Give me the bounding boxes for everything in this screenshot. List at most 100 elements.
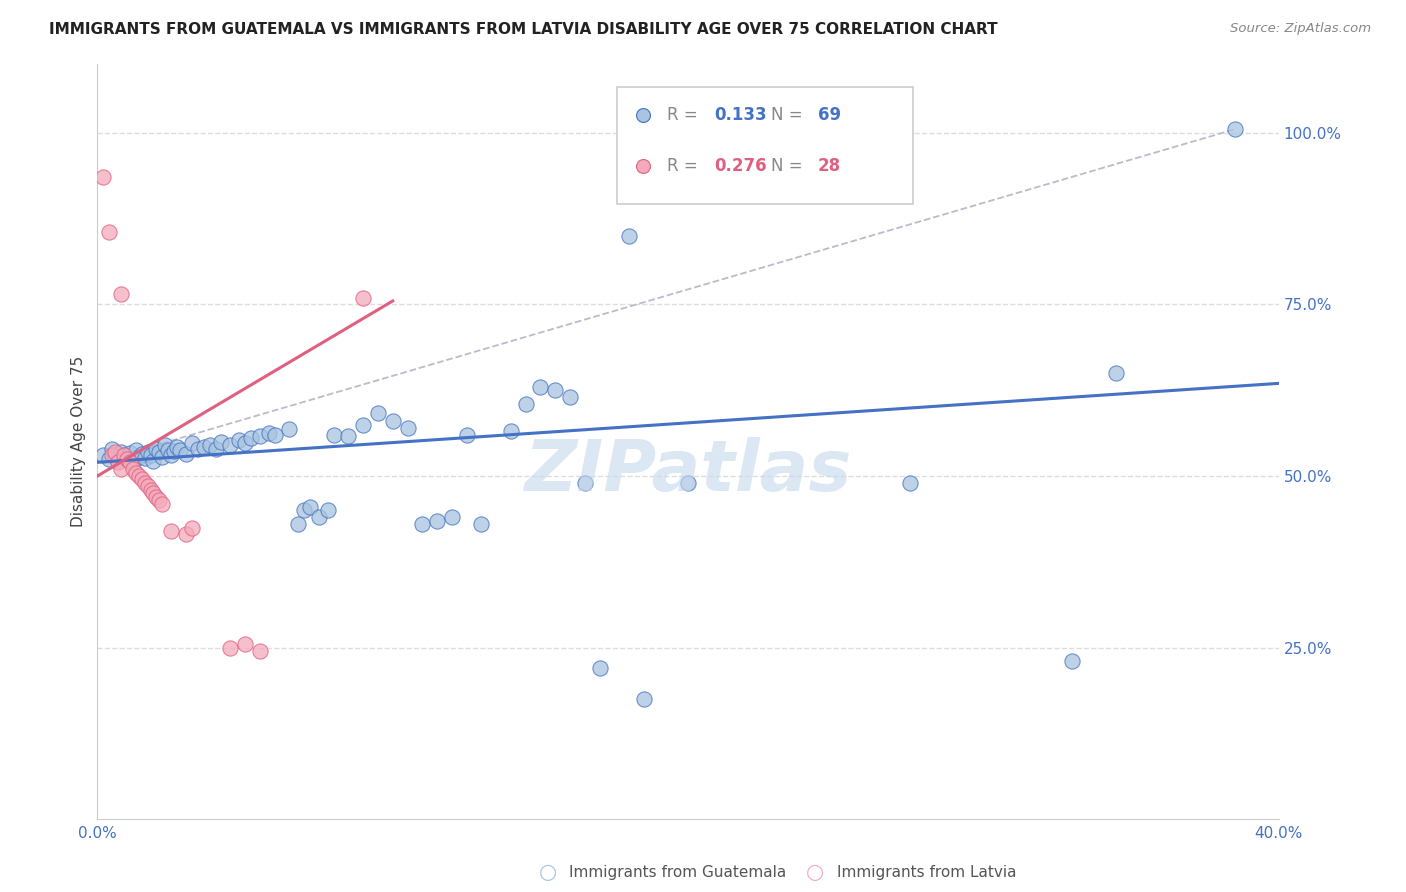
Point <box>150 450 173 464</box>
Point <box>352 291 374 305</box>
Point <box>180 520 202 534</box>
Point <box>544 383 567 397</box>
Point <box>180 436 202 450</box>
Point <box>163 444 186 458</box>
Text: IMMIGRANTS FROM GUATEMALA VS IMMIGRANTS FROM LATVIA DISABILITY AGE OVER 75 CORRE: IMMIGRANTS FROM GUATEMALA VS IMMIGRANTS … <box>49 22 998 37</box>
Point <box>233 637 256 651</box>
Text: 0.133: 0.133 <box>714 106 766 124</box>
Point <box>160 449 183 463</box>
Point <box>101 442 124 456</box>
Point <box>150 496 173 510</box>
Point <box>157 442 180 457</box>
Point <box>396 421 419 435</box>
Point <box>676 475 699 490</box>
Point <box>233 436 256 450</box>
Point <box>470 517 492 532</box>
Point <box>204 442 226 456</box>
Point <box>193 440 215 454</box>
Point <box>287 517 309 532</box>
Point <box>121 455 143 469</box>
Point <box>104 450 127 464</box>
Point <box>131 447 153 461</box>
Y-axis label: Disability Age Over 75: Disability Age Over 75 <box>72 356 86 527</box>
Point <box>174 447 197 461</box>
Point <box>125 466 148 480</box>
Point <box>98 451 121 466</box>
Point <box>1062 655 1084 669</box>
Point <box>257 426 280 441</box>
Point <box>145 442 167 456</box>
Point <box>98 225 121 239</box>
Point <box>112 449 135 463</box>
Text: R =: R = <box>666 157 703 175</box>
Point <box>278 422 301 436</box>
Point <box>1105 366 1128 380</box>
Point <box>898 475 921 490</box>
Point <box>411 517 433 532</box>
Point <box>456 428 478 442</box>
Point <box>134 475 156 490</box>
Point <box>292 503 315 517</box>
Point <box>1223 122 1246 136</box>
Point <box>228 434 250 448</box>
Point <box>316 503 339 517</box>
Point <box>121 462 143 476</box>
Point <box>110 462 132 476</box>
Point <box>367 406 389 420</box>
Point <box>239 431 262 445</box>
Point <box>381 414 404 428</box>
Point <box>617 228 640 243</box>
Text: Immigrants from Guatemala: Immigrants from Guatemala <box>569 865 787 880</box>
Point <box>263 428 285 442</box>
Point <box>308 510 330 524</box>
Point <box>118 446 141 460</box>
Text: Immigrants from Latvia: Immigrants from Latvia <box>837 865 1017 880</box>
Point <box>249 429 271 443</box>
Point <box>588 661 610 675</box>
Point <box>633 692 655 706</box>
Point <box>187 442 209 456</box>
Point <box>101 449 124 463</box>
Point <box>112 449 135 463</box>
Point <box>136 479 159 493</box>
Text: Source: ZipAtlas.com: Source: ZipAtlas.com <box>1230 22 1371 36</box>
Point <box>166 440 188 454</box>
Point <box>440 510 463 524</box>
Point <box>174 527 197 541</box>
Point <box>134 450 156 465</box>
Text: ZIPatlas: ZIPatlas <box>524 437 852 507</box>
Point <box>107 455 129 469</box>
Point <box>322 428 344 442</box>
Text: N =: N = <box>770 106 807 124</box>
Point <box>91 170 114 185</box>
Point <box>426 514 449 528</box>
Text: ○: ○ <box>540 863 557 882</box>
Point <box>198 438 221 452</box>
Point <box>115 451 138 466</box>
Text: 28: 28 <box>818 157 841 175</box>
Point <box>155 438 177 452</box>
Point <box>118 455 141 469</box>
Point <box>299 500 322 514</box>
Point <box>91 449 114 463</box>
Point <box>107 454 129 468</box>
Text: R =: R = <box>666 106 703 124</box>
Point <box>128 469 150 483</box>
Point <box>515 397 537 411</box>
FancyBboxPatch shape <box>617 87 912 203</box>
Point <box>249 644 271 658</box>
Point <box>558 390 581 404</box>
Point <box>145 490 167 504</box>
Point <box>160 524 183 538</box>
Text: N =: N = <box>770 157 807 175</box>
Point <box>139 483 162 497</box>
Point <box>104 445 127 459</box>
Point <box>169 442 191 457</box>
Point <box>219 640 242 655</box>
Point <box>139 449 162 463</box>
Text: ○: ○ <box>807 863 824 882</box>
Point <box>499 425 522 439</box>
Text: 69: 69 <box>818 106 841 124</box>
Point <box>142 486 165 500</box>
Point <box>209 434 232 449</box>
